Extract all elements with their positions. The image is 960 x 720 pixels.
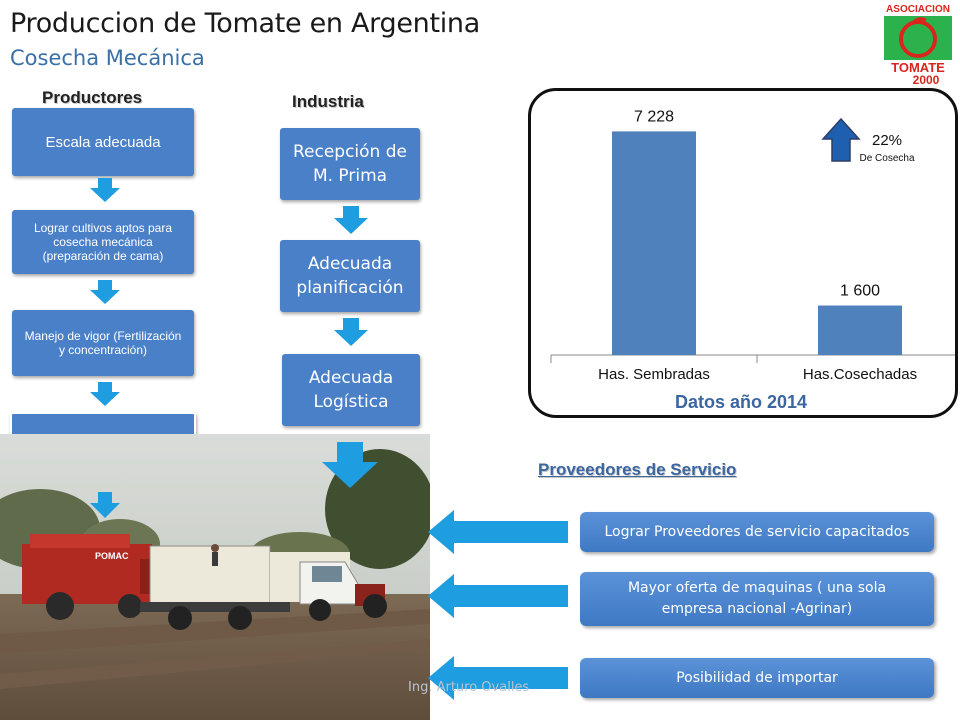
down-arrow-icon bbox=[322, 442, 378, 488]
bar-chart-panel: 7 228 Has. Sembradas 1 600 Has.Cosechadas Da… bbox=[528, 88, 958, 418]
productores-step-3: Manejo de vigor (Fertilización y concent… bbox=[12, 310, 194, 376]
down-arrow-icon bbox=[90, 280, 120, 304]
productores-step-2: Lograr cultivos aptos para cosecha mecán… bbox=[12, 210, 194, 274]
industria-heading: Industria bbox=[292, 92, 364, 111]
chart-bar bbox=[612, 131, 696, 355]
harvest-photo: POMAC bbox=[0, 434, 430, 720]
productores-step-1: Escala adecuada bbox=[12, 108, 194, 176]
bar-chart: 7 228 Has. Sembradas 1 600 Has.Cosechadas Da… bbox=[550, 108, 955, 412]
page-title: Produccion de Tomate en Argentina bbox=[10, 8, 480, 39]
logo-top-text: ASOCIACION bbox=[886, 4, 950, 15]
logo-bottom-text: TOMATE bbox=[891, 60, 945, 75]
bar-value-label: 1 600 bbox=[840, 283, 880, 300]
industria-step-1: Recepción de M. Prima bbox=[280, 128, 420, 200]
x-tick-label: Has.Cosechadas bbox=[803, 366, 917, 383]
proveedores-item-3: Posibilidad de importar bbox=[580, 658, 934, 698]
footer-author: Ing. Arturo Ovalles bbox=[408, 680, 530, 695]
down-arrow-icon bbox=[334, 318, 368, 346]
up-arrow-icon bbox=[821, 117, 861, 162]
page-subtitle: Cosecha Mecánica bbox=[10, 46, 205, 70]
left-arrow-icon bbox=[428, 574, 568, 618]
chart-title: Datos año 2014 bbox=[675, 392, 807, 412]
down-arrow-icon bbox=[90, 382, 120, 406]
annotation-text: De Cosecha bbox=[859, 153, 914, 164]
truck-label: POMAC bbox=[95, 551, 129, 561]
down-arrow-icon bbox=[334, 206, 368, 234]
bar-value-label: 7 228 bbox=[634, 108, 674, 125]
industria-step-2: Adecuada planificación bbox=[280, 240, 420, 312]
asociacion-tomate-logo: ASOCIACION TOMATE 2000 bbox=[876, 0, 960, 87]
logo-year-text: 2000 bbox=[913, 73, 940, 86]
productores-heading: Productores bbox=[42, 88, 143, 107]
left-arrow-icon bbox=[428, 656, 568, 700]
annotation-value: 22% bbox=[872, 132, 902, 149]
x-tick-label: Has. Sembradas bbox=[598, 366, 710, 383]
proveedores-item-1: Lograr Proveedores de servicio capacitad… bbox=[580, 512, 934, 552]
down-arrow-icon bbox=[90, 492, 120, 518]
down-arrow-icon bbox=[90, 178, 120, 202]
left-arrow-icon bbox=[428, 510, 568, 554]
chart-bar bbox=[818, 305, 902, 355]
industria-step-3: Adecuada Logística bbox=[282, 354, 420, 426]
proveedores-heading: Proveedores de Servicio bbox=[538, 460, 737, 479]
proveedores-item-2: Mayor oferta de maquinas ( una sola empr… bbox=[580, 572, 934, 626]
